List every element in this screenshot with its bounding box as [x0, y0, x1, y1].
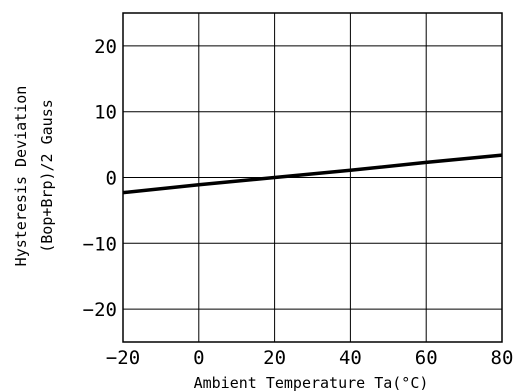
- x-tick-label: −20: [106, 347, 140, 369]
- y-axis-label-line2: (Bop+Brp)/2 Gauss: [38, 99, 56, 253]
- plot-frame: [122, 12, 503, 343]
- y-tick-label: 0: [106, 168, 117, 190]
- y-tick-label: −10: [83, 233, 117, 255]
- x-tick-label: 0: [193, 347, 204, 369]
- y-axis-label-line1: Hysteresis Deviation: [12, 86, 30, 267]
- x-axis-label: Ambient Temperature Ta(°C): [194, 374, 429, 392]
- x-tick-label: 60: [415, 347, 438, 369]
- x-tick-label: 80: [491, 347, 514, 369]
- series-line: [122, 153, 503, 195]
- y-tick-label: 10: [94, 102, 117, 124]
- y-tick-label: 20: [94, 36, 117, 58]
- grid: [122, 13, 503, 342]
- series-layer: [122, 153, 503, 195]
- x-tick-label: 20: [263, 347, 286, 369]
- x-tick-labels: −20 0 20 40 60 80: [106, 347, 514, 369]
- x-tick-label: 40: [339, 347, 362, 369]
- y-tick-label: −20: [83, 299, 117, 321]
- y-tick-labels: 20 10 0 −10 −20: [83, 36, 117, 321]
